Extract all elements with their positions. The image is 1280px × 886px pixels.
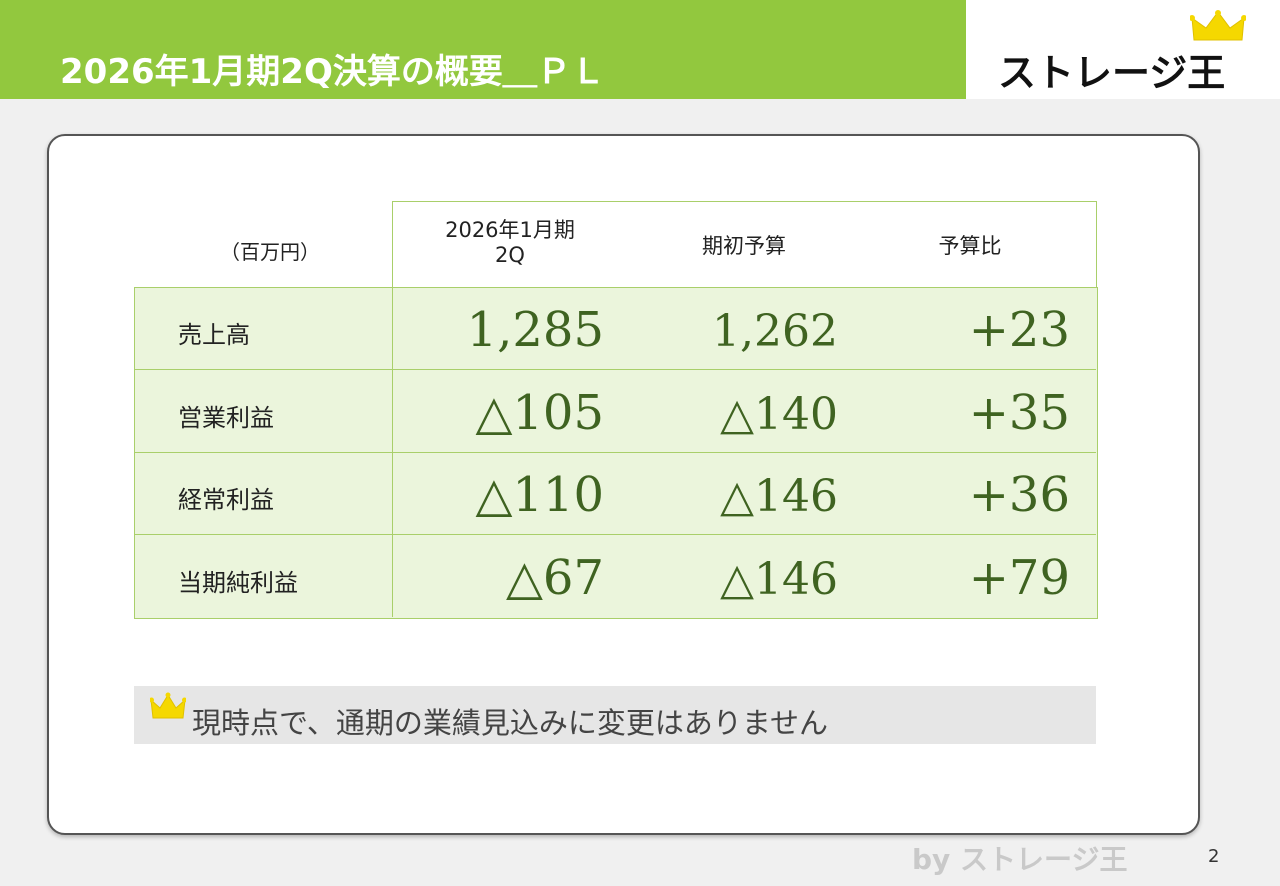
diff-sales: +23 [968,302,1070,358]
column-header-actual: 2026年1月期 2Q [420,218,600,268]
actual-net-profit: △67 [506,550,604,606]
budget-net-profit: △146 [720,554,838,605]
column-divider [392,287,393,617]
table-body [134,287,1098,619]
diff-ordinary-profit: +36 [968,467,1070,523]
budget-operating-profit: △140 [720,389,838,440]
crown-icon [150,692,186,719]
row-label-sales: 売上高 [178,321,250,349]
actual-ordinary-profit: △110 [475,467,604,523]
column-header-actual-line1: 2026年1月期 [445,218,575,242]
diff-net-profit: +79 [968,550,1070,606]
column-header-actual-line2: 2Q [495,243,525,267]
page-number: 2 [1208,846,1220,867]
column-header-budget: 期初予算 [702,234,786,258]
unit-label: （百万円） [220,240,320,264]
row-label-operating-profit: 営業利益 [178,404,274,432]
actual-sales: 1,285 [466,302,604,358]
row-label-net-profit: 当期純利益 [178,569,298,597]
budget-ordinary-profit: △146 [720,471,838,522]
table-header [392,201,1097,287]
note-box [134,686,1096,744]
column-header-diff: 予算比 [938,234,1002,258]
row-label-ordinary-profit: 経常利益 [178,486,274,514]
note-text: 現時点で、通期の業績見込みに変更はありません [192,706,828,740]
actual-operating-profit: △105 [475,385,604,441]
row-divider [134,369,1096,370]
diff-operating-profit: +35 [968,385,1070,441]
row-divider [134,452,1096,453]
logo-area [966,0,1280,99]
brand-logo: ストレージ王 [998,51,1226,95]
title-bar [0,0,966,99]
page-title: 2026年1月期2Q決算の概要＿ＰＬ [60,52,605,92]
budget-sales: 1,262 [712,306,838,357]
row-divider [134,534,1096,535]
footer-brand: by ストレージ王 [912,843,1128,876]
crown-icon [1190,10,1246,41]
